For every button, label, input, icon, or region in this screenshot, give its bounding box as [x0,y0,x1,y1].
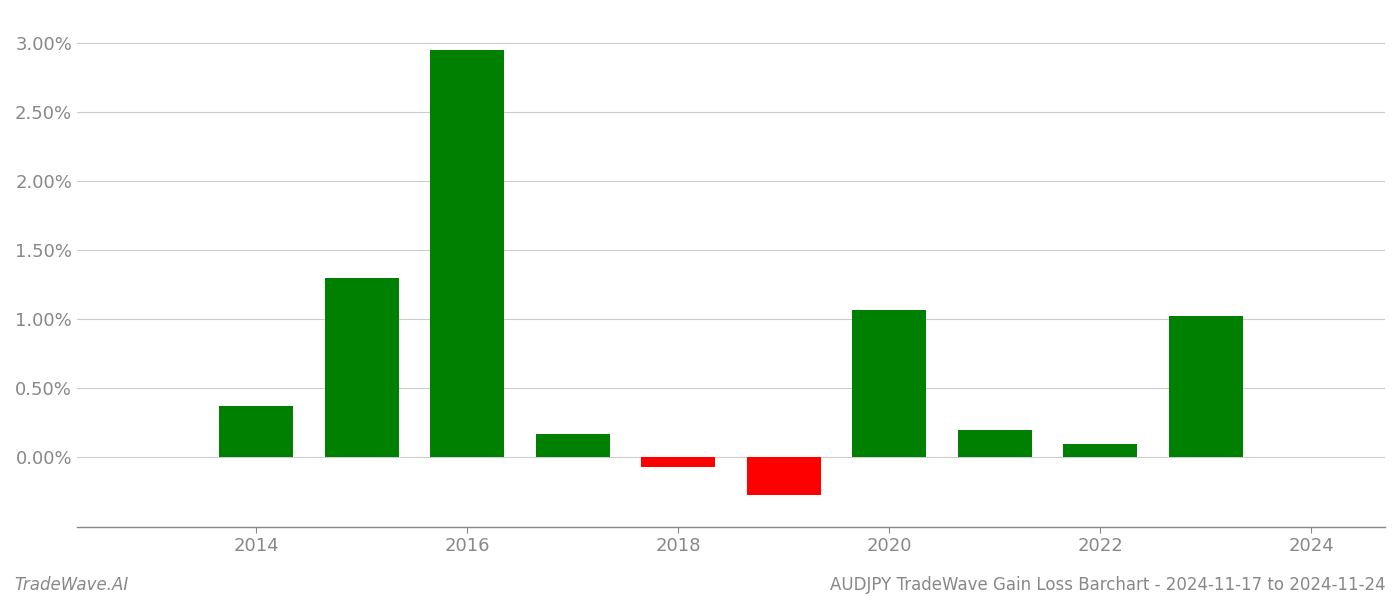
Bar [430,50,504,457]
Bar [1063,443,1137,457]
Bar [641,457,715,467]
Bar [536,434,609,457]
Bar [220,406,293,457]
Bar [853,310,927,457]
Bar [746,457,820,495]
Bar [325,278,399,457]
Text: AUDJPY TradeWave Gain Loss Barchart - 2024-11-17 to 2024-11-24: AUDJPY TradeWave Gain Loss Barchart - 20… [830,576,1386,594]
Bar [958,430,1032,457]
Bar [1169,316,1243,457]
Text: TradeWave.AI: TradeWave.AI [14,576,129,594]
